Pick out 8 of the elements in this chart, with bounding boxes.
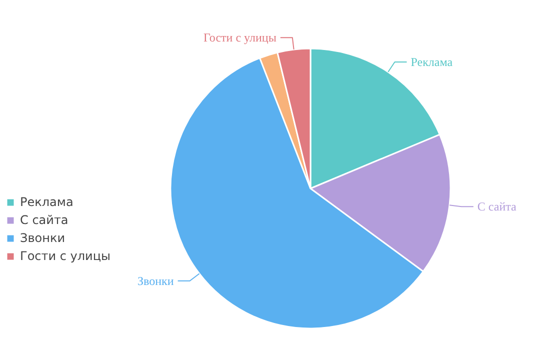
legend-label: Звонки	[20, 231, 65, 245]
legend-label: Реклама	[20, 195, 74, 209]
legend-label: Гости с улицы	[20, 249, 110, 263]
slice-label: Звонки	[138, 274, 174, 288]
slice-label: С сайта	[477, 200, 518, 214]
slice-label: Гости с улицы	[204, 30, 276, 45]
slice-label: Реклама	[410, 54, 454, 69]
legend-label: С сайта	[20, 213, 68, 227]
